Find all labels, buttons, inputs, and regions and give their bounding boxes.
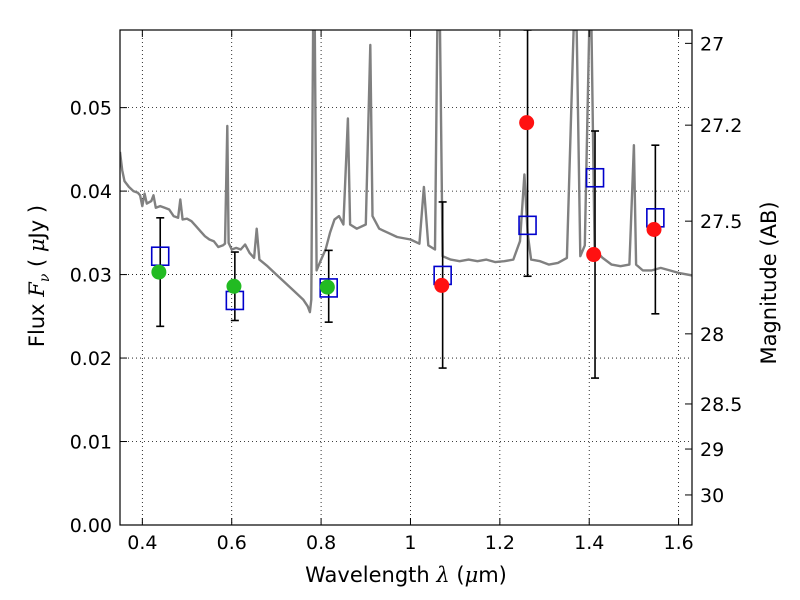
red-circle-marker <box>519 115 535 131</box>
y-axis-label: Flux Fν ( μJy ) <box>25 205 53 347</box>
y2-axis-label: Magnitude (AB) <box>757 201 781 364</box>
x-tick-label: 0.6 <box>217 532 247 554</box>
y-tick-label: 0.05 <box>70 98 112 120</box>
x-tick-label: 1.4 <box>574 532 604 554</box>
model-spectrum-line <box>120 30 692 314</box>
y2-tick-label: 27 <box>700 33 724 55</box>
y2-tick-label: 30 <box>700 485 724 507</box>
x-tick-label: 1.6 <box>663 532 693 554</box>
y-tick-label: 0.00 <box>70 515 112 537</box>
plot-background <box>120 30 692 525</box>
y2-tick-label: 27.5 <box>700 211 742 233</box>
x-tick-label: 1 <box>404 532 416 554</box>
x-tick-label: 0.4 <box>127 532 157 554</box>
red-circle-marker <box>646 222 662 238</box>
x-axis-label: Wavelength λ (μm) <box>305 563 507 587</box>
y-tick-label: 0.03 <box>70 265 112 287</box>
ticks: 0.4 0.6 0.8 1 1.2 1.4 1.6 0.00 0.01 0.02 0.03 0.04 0… <box>70 30 742 554</box>
y2-tick-label: 28 <box>700 324 724 346</box>
red-circle-marker <box>586 247 602 263</box>
green-circle-marker <box>319 279 335 295</box>
green-circle-marker <box>151 264 167 280</box>
square-marker <box>585 167 605 188</box>
y2-tick-label: 29 <box>700 439 724 461</box>
y-tick-label: 0.04 <box>70 181 112 203</box>
model-spectrum-layer <box>120 30 692 314</box>
marker-layer <box>150 115 665 311</box>
x-tick-label: 0.8 <box>306 532 336 554</box>
y2-tick-label: 27.2 <box>700 115 742 137</box>
square-marker <box>518 215 537 236</box>
x-tick-label: 1.2 <box>485 532 515 554</box>
y-tick-label: 0.02 <box>70 348 112 370</box>
green-circle-marker <box>226 278 242 294</box>
red-circle-marker <box>434 277 450 293</box>
y-tick-label: 0.01 <box>70 432 112 454</box>
plot-frame <box>119 29 693 526</box>
y2-tick-label: 28.5 <box>700 394 742 416</box>
